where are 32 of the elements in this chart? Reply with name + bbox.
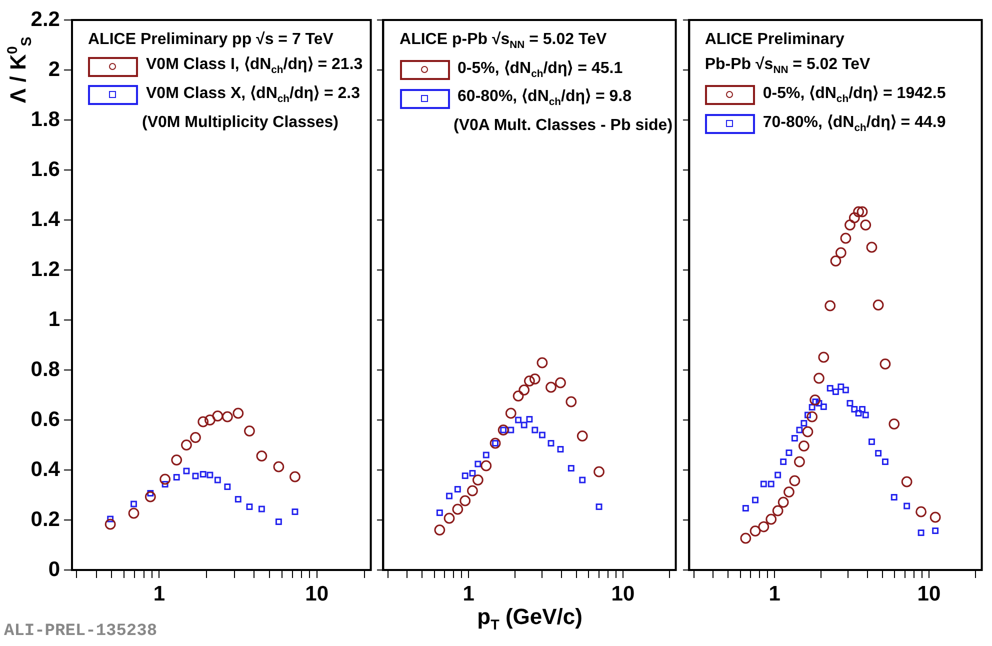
legend-label: 0-5%, ⟨dN$_{ch}$/dη⟩ = 45.1 (458, 58, 623, 82)
y-tick-label: 0.6 (30, 408, 60, 431)
text: ALI-PREL-135238 (4, 622, 158, 641)
y-tick-label: 2 (48, 58, 60, 81)
legend-label: V0M Class I, ⟨dN$_{ch}$/dη⟩ = 21.3 (146, 55, 363, 78)
y-tick-label: 1.8 (30, 108, 60, 131)
x-axis-title: p$_{T}$ (GeV/c) (476, 604, 584, 634)
x-tick-label: 1 (153, 582, 166, 606)
x-tick-label: 10 (305, 582, 328, 606)
text: ALICE p-Pb √s$_{NN}$ = 5.02 TeV (400, 30, 608, 53)
y-tick-label: 0.4 (30, 458, 60, 481)
text: ALICE Preliminary pp √s = 7 TeV (88, 30, 334, 50)
x-tick-label: 1 (768, 582, 780, 606)
x-tick-label: 10 (612, 582, 635, 606)
legend-label: V0M Class X, ⟨dN$_{ch}$/dη⟩ = 2.3 (146, 84, 360, 107)
legend-label: 0-5%, ⟨dN$_{ch}$/dη⟩ = 1942.5 (762, 84, 946, 107)
x-tick-label: 10 (916, 582, 940, 606)
y-tick-label: 1.2 (30, 258, 60, 281)
y-tick-label: 1.4 (30, 208, 60, 231)
y-tick-label: 0.8 (30, 358, 60, 381)
legend-label: 70-80%, ⟨dN$_{ch}$/dη⟩ = 44.9 (762, 112, 946, 136)
x-tick-label: 1 (463, 582, 476, 606)
annotation: (V0M Multiplicity Classes) (142, 112, 340, 132)
y-tick-label: 2.2 (30, 8, 60, 31)
text: Pb-Pb √s$_{NN}$ = 5.02 TeV (704, 55, 872, 78)
y-tick-label: 1.6 (30, 158, 60, 181)
y-tick-label: 0.2 (30, 508, 60, 531)
y-tick-label: 1 (48, 308, 60, 331)
y-tick-label: 0 (48, 558, 60, 581)
text: ALICE Preliminary (704, 30, 846, 50)
annotation: (V0A Mult. Classes - Pb side) (454, 116, 673, 136)
legend-label: 60-80%, ⟨dN$_{ch}$/dη⟩ = 9.8 (458, 87, 632, 110)
